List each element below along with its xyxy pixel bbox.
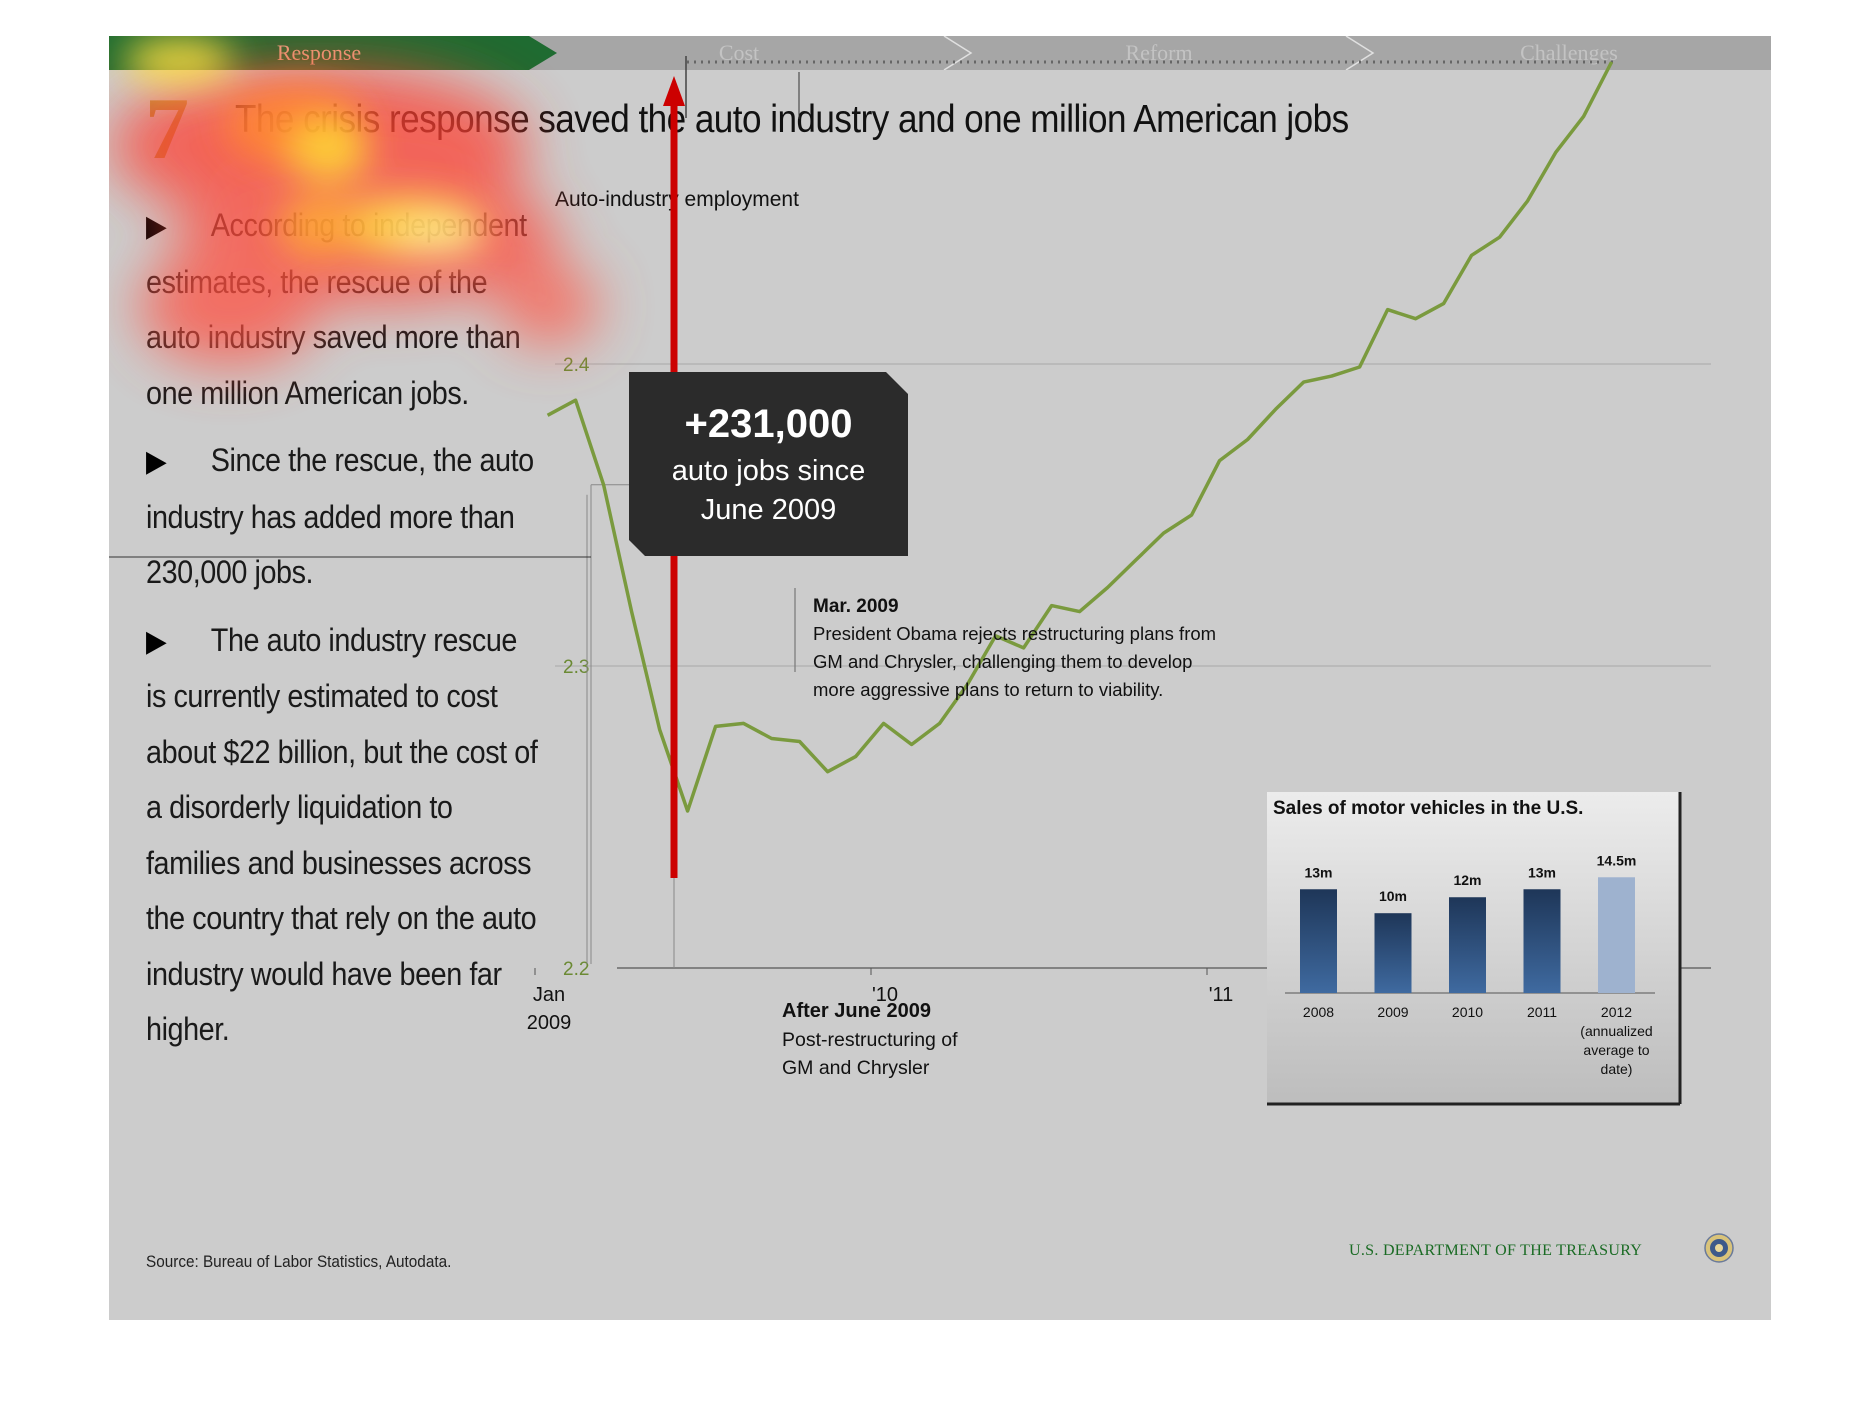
callout-value: +231,000 bbox=[685, 402, 853, 446]
tab-challenges[interactable]: Challenges bbox=[1520, 40, 1618, 65]
y-tick-label: 2.4 bbox=[563, 355, 590, 376]
annotation-title: Mar. 2009 bbox=[813, 596, 899, 617]
annotation-text: Post-restructuring of bbox=[782, 1029, 958, 1051]
bar bbox=[1523, 889, 1561, 993]
bar-category-label: average to bbox=[1583, 1042, 1649, 1058]
tab-response[interactable]: Response bbox=[276, 40, 362, 65]
inset-title: Sales of motor vehicles in the U.S. bbox=[1273, 798, 1583, 819]
bar-category-label: 2012 bbox=[1601, 1004, 1632, 1020]
bar bbox=[1300, 889, 1337, 993]
bullet-item: ▶ Since the rescue, the auto industry has… bbox=[146, 433, 542, 601]
bar-value-label: 14.5m bbox=[1597, 852, 1637, 868]
red-arrow-head bbox=[663, 76, 685, 106]
bar-category-label: 2010 bbox=[1452, 1004, 1483, 1020]
annotation-text: more aggressive plans to return to viabi… bbox=[813, 679, 1163, 700]
annotation-text: President Obama rejects restructuring pl… bbox=[813, 623, 1216, 644]
bullet-text: Since the rescue, the auto industry has … bbox=[146, 442, 534, 590]
slide: Response Cost Reform Challenges 7 The cr… bbox=[109, 36, 1771, 1320]
bar-value-label: 12m bbox=[1453, 872, 1481, 888]
bullet-item: ▶ According to independent estimates, the… bbox=[146, 198, 542, 421]
x-tick-label: Jan bbox=[533, 984, 565, 1006]
bar bbox=[1598, 877, 1635, 993]
bar bbox=[1374, 913, 1412, 993]
callout-text: June 2009 bbox=[701, 494, 836, 526]
source-note: Source: Bureau of Labor Statistics, Auto… bbox=[146, 1252, 452, 1271]
treasury-footer: U.S. DEPARTMENT OF THE TREASURY bbox=[1349, 1242, 1643, 1259]
bar-category-label: date) bbox=[1601, 1061, 1633, 1077]
bar-category-label: (annualized bbox=[1580, 1023, 1652, 1039]
y-tick-label: 2.2 bbox=[563, 959, 589, 980]
triangle-bullet-icon: ▶ bbox=[146, 210, 167, 243]
x-tick-label: '11 bbox=[1209, 984, 1234, 1006]
x-tick-label: 2009 bbox=[527, 1012, 572, 1034]
bar-value-label: 13m bbox=[1304, 864, 1332, 880]
bar-category-label: 2011 bbox=[1527, 1004, 1557, 1020]
treasury-seal-icon bbox=[1704, 1233, 1734, 1263]
triangle-bullet-icon: ▶ bbox=[146, 624, 167, 658]
annotation-text: GM and Chrysler bbox=[782, 1057, 930, 1079]
bar-category-label: 2009 bbox=[1377, 1004, 1408, 1020]
annotation-title: After June 2009 bbox=[782, 1000, 931, 1022]
bar bbox=[1449, 897, 1486, 993]
bullet-list: ▶ According to independent estimates, the… bbox=[146, 198, 541, 1070]
bar-category-label: 2008 bbox=[1303, 1004, 1334, 1020]
triangle-bullet-icon: ▶ bbox=[146, 445, 167, 478]
bullet-text: The auto industry rescue is currently es… bbox=[146, 621, 538, 1048]
tab-cost[interactable]: Cost bbox=[718, 40, 760, 65]
bar-value-label: 13m bbox=[1528, 864, 1556, 880]
bar-value-label: 10m bbox=[1379, 888, 1407, 904]
annotation-text: GM and Chrysler, challenging them to dev… bbox=[813, 651, 1192, 672]
y-tick-label: 2.3 bbox=[563, 657, 589, 678]
bullet-item: ▶ The auto industry rescue is currently e… bbox=[146, 613, 542, 1058]
callout-text: auto jobs since bbox=[672, 455, 865, 487]
x-tick-label: '10 bbox=[872, 984, 898, 1006]
callout-box bbox=[629, 372, 908, 556]
